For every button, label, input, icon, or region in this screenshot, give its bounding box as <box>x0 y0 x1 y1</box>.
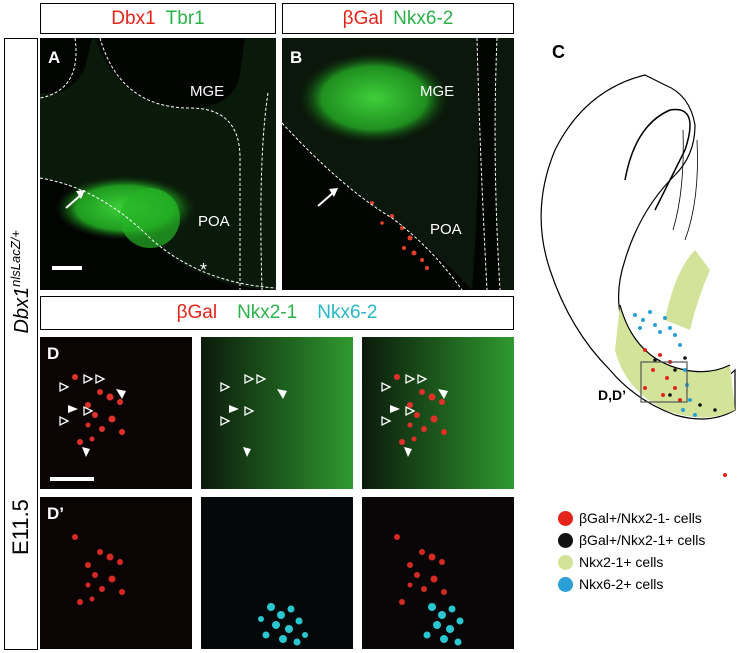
panel-a-poa: POA <box>198 213 230 230</box>
legend-swatch-lime <box>558 554 573 570</box>
legend-item-nkx62-cells: Nkx6-2+ cells <box>558 576 663 592</box>
panel-c-box-label: D,D’ <box>598 387 626 403</box>
stage-label: E11.5 <box>8 499 33 555</box>
panel-dprime-label: D’ <box>47 504 64 523</box>
panel-dprime-merge-drawing <box>394 534 464 646</box>
header-b-bgal: βGal <box>342 7 384 29</box>
legend-item-bgal-nkx21-neg: βGal+/Nkx2-1- cells <box>558 510 702 526</box>
legend-label: βGal+/Nkx2-1+ cells <box>579 532 706 548</box>
header-b-nkx6-2: Nkx6-2 <box>393 7 454 29</box>
panel-d-merge <box>362 337 514 489</box>
panel-b-mge: MGE <box>420 83 455 100</box>
panel-b-image: B MGE POA <box>282 38 514 290</box>
legend-item-bgal-nkx21-pos: βGal+/Nkx2-1+ cells <box>558 532 705 548</box>
legend-item-nkx21-cells: Nkx2-1+ cells <box>558 554 663 570</box>
header-a-dbx1: Dbx1 <box>111 7 156 29</box>
panel-a-asterisk: * <box>200 260 208 280</box>
panel-d-red-drawing <box>50 373 126 481</box>
panel-dprime-red-channel: D’ <box>40 497 192 649</box>
panel-d-merge-drawing <box>362 337 514 489</box>
scale-bar-a <box>52 266 82 270</box>
panel-dprime-cyan-channel <box>201 497 353 649</box>
header-a-tbr1: Tbr1 <box>165 7 205 29</box>
panel-b-label: B <box>290 48 303 67</box>
legend-swatch-black <box>558 532 573 548</box>
inset-box <box>640 361 688 403</box>
panel-a-label: A <box>48 48 61 67</box>
panel-dprime-merge <box>362 497 514 649</box>
legend-label: Nkx2-1+ cells <box>579 554 664 570</box>
panel-dprime-red-drawing <box>72 534 125 605</box>
header-d-nkx6-2: Nkx6-2 <box>317 302 378 323</box>
genotype-base: Dbx1 <box>10 286 33 334</box>
genotype-label: Dbx1nlsLacZ/+ <box>8 214 34 350</box>
header-d-nkx2-1: Nkx2-1 <box>237 302 298 323</box>
panel-d-red-channel: D <box>40 337 192 489</box>
legend-swatch-blue <box>558 576 573 592</box>
header-panel-a: Dbx1 Tbr1 <box>40 3 276 34</box>
panel-dprime-cyan-drawing <box>258 603 308 646</box>
panel-c-label: C <box>552 42 565 62</box>
panel-d-green-drawing <box>201 337 353 489</box>
panel-d-label: D <box>47 344 60 363</box>
panel-c-schematic <box>540 74 736 477</box>
genotype-superscript: nlsLacZ/+ <box>8 230 24 287</box>
header-panel-d: βGal Nkx2-1 Nkx6-2 <box>40 296 514 330</box>
scale-bar-d <box>50 477 94 481</box>
panel-a-image: A MGE POA * <box>40 38 276 290</box>
panel-d-green-channel <box>201 337 353 489</box>
legend-swatch-red <box>558 510 573 526</box>
legend-label: βGal+/Nkx2-1- cells <box>579 510 702 526</box>
side-label-box: E11.5 Dbx1nlsLacZ/+ <box>4 38 38 650</box>
header-d-bgal: βGal <box>176 302 218 323</box>
panel-b-poa: POA <box>430 221 462 238</box>
panel-b-drawing <box>282 38 514 290</box>
legend-label: Nkx6-2+ cells <box>579 576 664 592</box>
panel-a-mge: MGE <box>190 83 225 100</box>
panel-a-drawing <box>40 38 276 290</box>
header-panel-b: βGal Nkx6-2 <box>282 3 514 34</box>
